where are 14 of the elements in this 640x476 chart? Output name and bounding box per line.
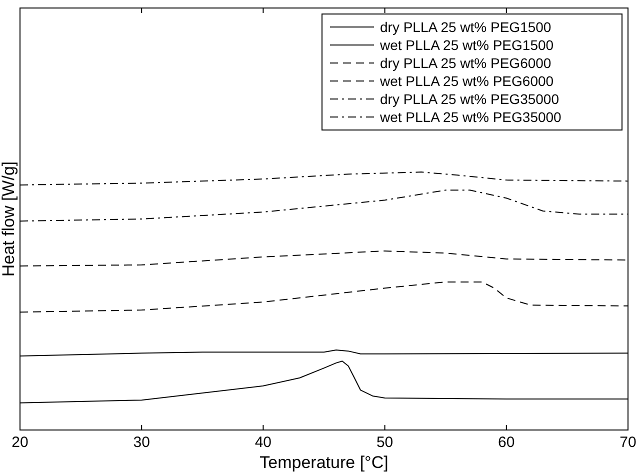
x-tick-label: 30 — [133, 434, 150, 451]
x-tick-label: 50 — [376, 434, 394, 451]
legend-label: dry PLLA 25 wt% PEG35000 — [380, 91, 560, 107]
x-tick-label: 70 — [620, 434, 636, 451]
x-axis-title: Temperature [°C] — [260, 453, 388, 472]
legend-label: dry PLLA 25 wt% PEG1500 — [380, 19, 552, 35]
x-tick-label: 40 — [254, 434, 272, 451]
legend-label: dry PLLA 25 wt% PEG6000 — [380, 55, 552, 71]
legend-label: wet PLLA 25 wt% PEG6000 — [379, 73, 554, 89]
legend-label: wet PLLA 25 wt% PEG35000 — [379, 109, 562, 125]
x-tick-label: 60 — [498, 434, 515, 451]
y-axis-title: Heat flow [W/g] — [0, 161, 18, 277]
x-tick-label: 20 — [12, 434, 28, 451]
legend-label: wet PLLA 25 wt% PEG1500 — [379, 37, 554, 53]
